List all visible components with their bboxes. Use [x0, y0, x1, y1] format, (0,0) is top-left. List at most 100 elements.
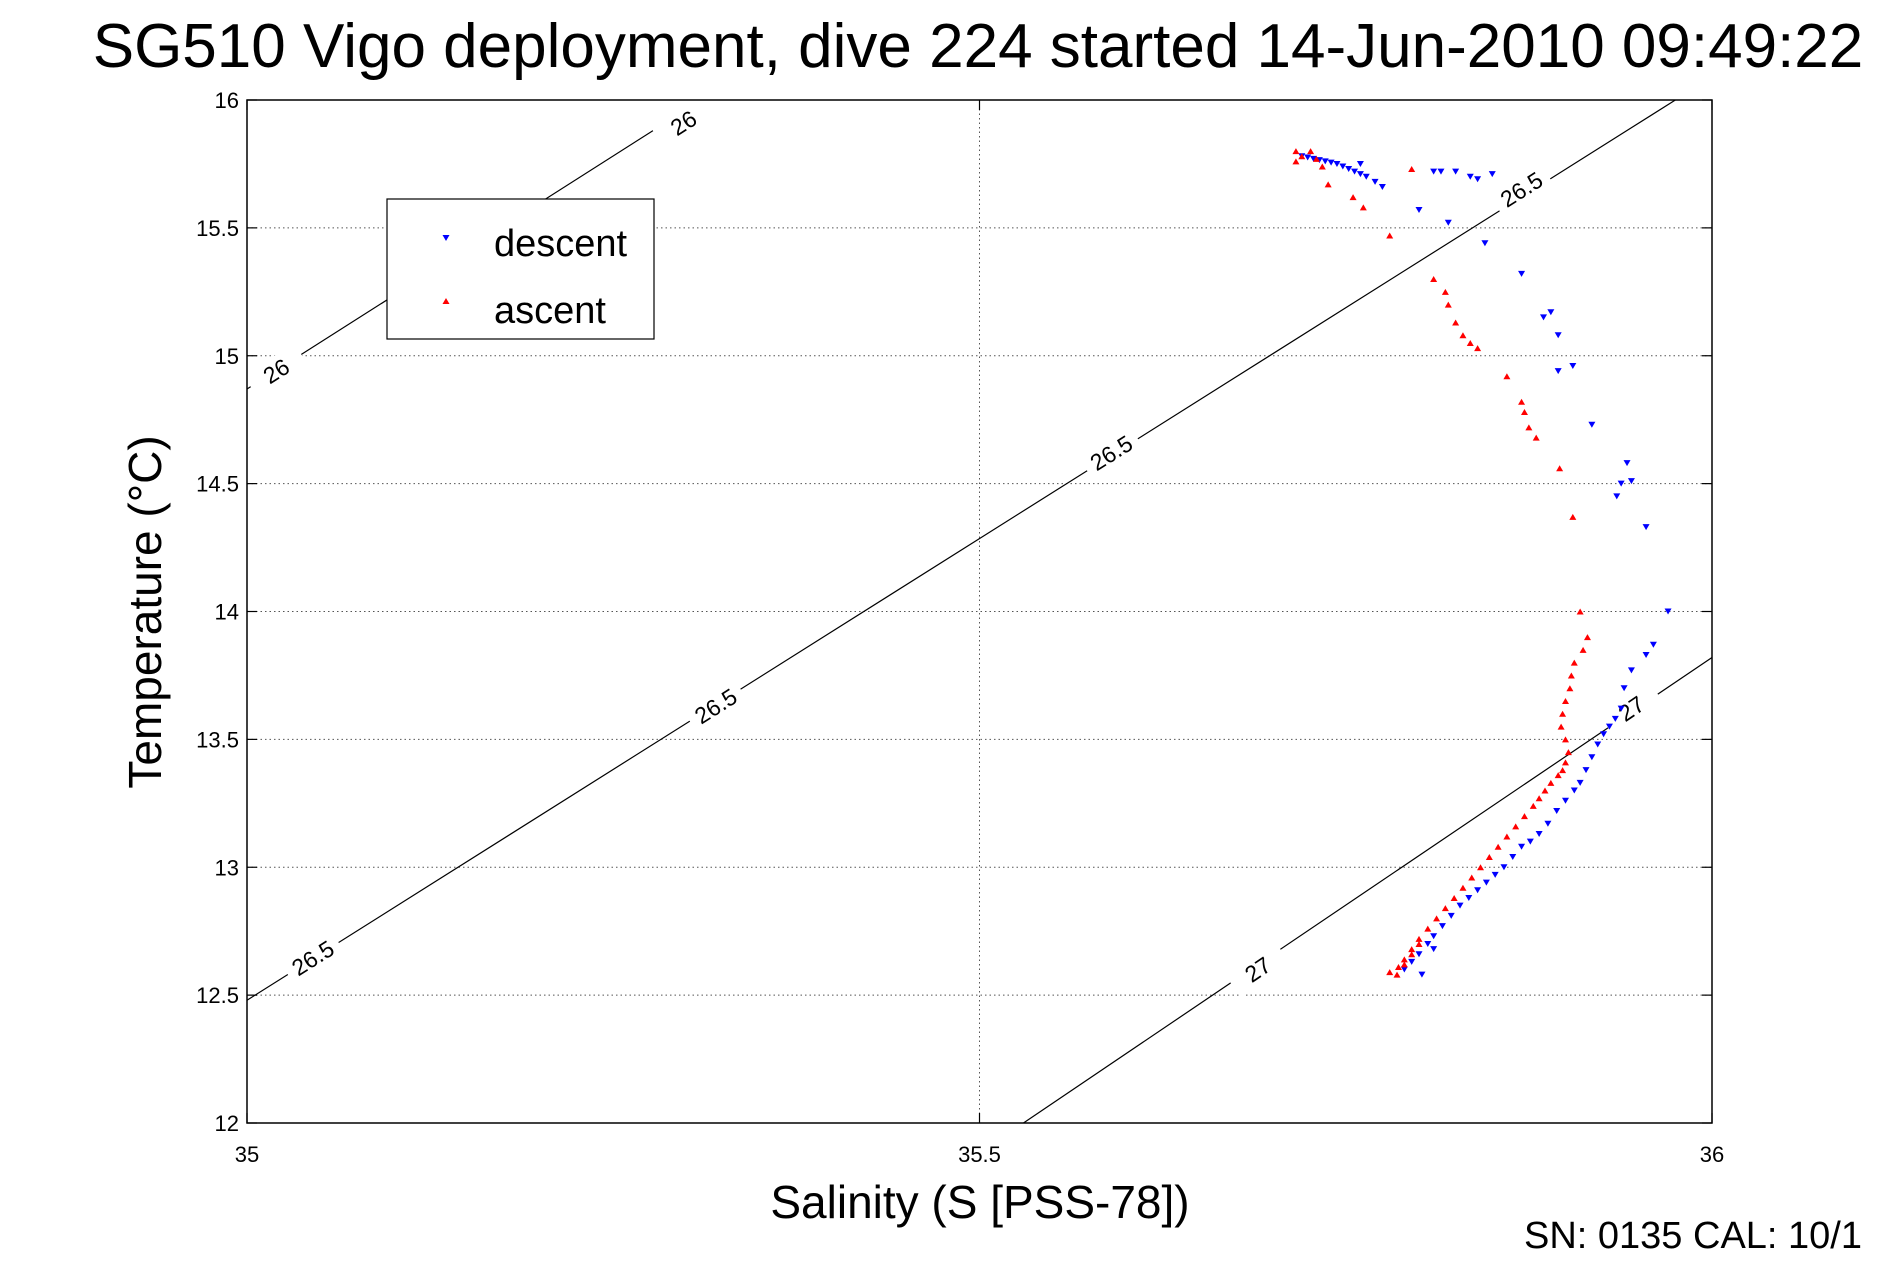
ascent-point — [1554, 772, 1562, 779]
ascent-point — [1386, 232, 1394, 239]
ascent-point — [1541, 787, 1549, 794]
ascent-point — [1459, 884, 1467, 891]
ascent-point — [1394, 963, 1402, 970]
descent-point — [1430, 946, 1438, 953]
contour-label-mask — [1488, 161, 1555, 218]
descent-point — [1518, 270, 1526, 277]
descent-point — [1526, 838, 1534, 845]
ascent-point — [1415, 935, 1423, 942]
ascent-series — [1292, 148, 1591, 978]
descent-point — [1456, 902, 1464, 909]
descent-point — [1474, 176, 1482, 183]
ascent-point — [1318, 163, 1326, 170]
descent-point — [1304, 154, 1312, 161]
descent-point — [1333, 160, 1341, 167]
descent-point — [1664, 608, 1672, 615]
ascent-point — [1567, 672, 1575, 679]
ascent-point — [1430, 276, 1438, 283]
contour-line — [246, 99, 1676, 1001]
descent-point — [1562, 797, 1569, 804]
ascent-point — [1520, 813, 1528, 820]
descent-point — [1588, 421, 1596, 428]
x-tick-label: 36 — [1700, 1142, 1724, 1167]
descent-point — [1627, 667, 1635, 674]
descent-point — [1588, 754, 1596, 761]
descent-point — [1642, 651, 1650, 658]
descent-point — [1437, 168, 1445, 175]
contour-label-mask — [280, 930, 346, 986]
descent-point — [1474, 887, 1482, 894]
ascent-point — [1547, 779, 1555, 786]
ascent-point — [1583, 634, 1591, 641]
descent-point — [1430, 168, 1438, 175]
descent-point — [1553, 807, 1561, 814]
ascent-point — [1459, 332, 1467, 339]
ascent-point — [1298, 153, 1306, 160]
ascent-point — [1292, 148, 1300, 155]
descent-point — [1400, 966, 1408, 973]
descent-point — [1576, 779, 1584, 786]
ascent-point — [1292, 158, 1300, 165]
y-tick-label: 13 — [215, 855, 239, 880]
serial-calibration-text: SN: 0135 CAL: 10/1 — [1524, 1215, 1862, 1257]
ascent-point — [1518, 398, 1526, 405]
ascent-point — [1393, 971, 1401, 978]
ascent-point — [1408, 946, 1416, 953]
descent-point — [1482, 879, 1490, 886]
legend-ascent-marker — [442, 298, 450, 304]
descent-point — [1356, 171, 1364, 178]
descent-point — [1611, 715, 1619, 722]
descent-point — [1415, 206, 1423, 213]
descent-point — [1600, 731, 1608, 738]
y-tick-label: 16 — [215, 88, 239, 113]
descent-point — [1310, 155, 1318, 162]
ascent-point — [1444, 301, 1452, 308]
descent-point — [1500, 864, 1508, 871]
ascent-point — [1559, 767, 1567, 774]
descent-point — [1518, 843, 1526, 850]
legend-descent-label: descent — [494, 223, 628, 265]
descent-point — [1554, 332, 1562, 339]
descent-point — [1438, 923, 1446, 930]
descent-point — [1605, 723, 1613, 730]
descent-point — [1491, 871, 1499, 878]
descent-point — [1620, 685, 1628, 692]
ascent-point — [1408, 166, 1416, 173]
ascent-point — [1386, 969, 1394, 976]
descent-point — [1544, 820, 1552, 827]
ascent-point — [1579, 646, 1587, 653]
descent-point — [1430, 933, 1438, 940]
ascent-point — [1468, 874, 1476, 881]
ascent-point — [1562, 736, 1569, 743]
ascent-point — [1312, 155, 1320, 162]
ascent-point — [1307, 148, 1315, 155]
ascent-point — [1559, 710, 1567, 717]
descent-point — [1351, 168, 1359, 175]
ascent-point — [1349, 194, 1357, 201]
ascent-point — [1535, 795, 1543, 802]
contour-label-mask — [650, 95, 717, 151]
y-tick-label: 14.5 — [196, 472, 239, 497]
descent-point — [1466, 173, 1474, 180]
ascent-point — [1512, 823, 1520, 830]
descent-point — [1582, 767, 1590, 774]
ascent-point — [1400, 956, 1408, 963]
ascent-point — [1477, 864, 1485, 871]
descent-point — [1509, 854, 1517, 861]
contour-label-mask — [1078, 425, 1145, 481]
descent-point — [1424, 940, 1432, 947]
descent-point — [1321, 158, 1329, 165]
descent-point — [1617, 705, 1625, 712]
y-tick-label: 15.5 — [196, 216, 239, 241]
x-axis-tick-labels: 35 35.5 36 — [235, 1142, 1724, 1167]
ascent-point — [1450, 894, 1458, 901]
ascent-point — [1566, 685, 1574, 692]
descent-point — [1408, 958, 1416, 965]
ascent-point — [1466, 339, 1474, 346]
descent-point — [1447, 912, 1455, 919]
descent-point — [1327, 159, 1335, 166]
descent-point — [1642, 524, 1650, 531]
descent-point — [1362, 173, 1370, 180]
descent-point — [1613, 493, 1621, 500]
descent-point — [1623, 460, 1631, 467]
